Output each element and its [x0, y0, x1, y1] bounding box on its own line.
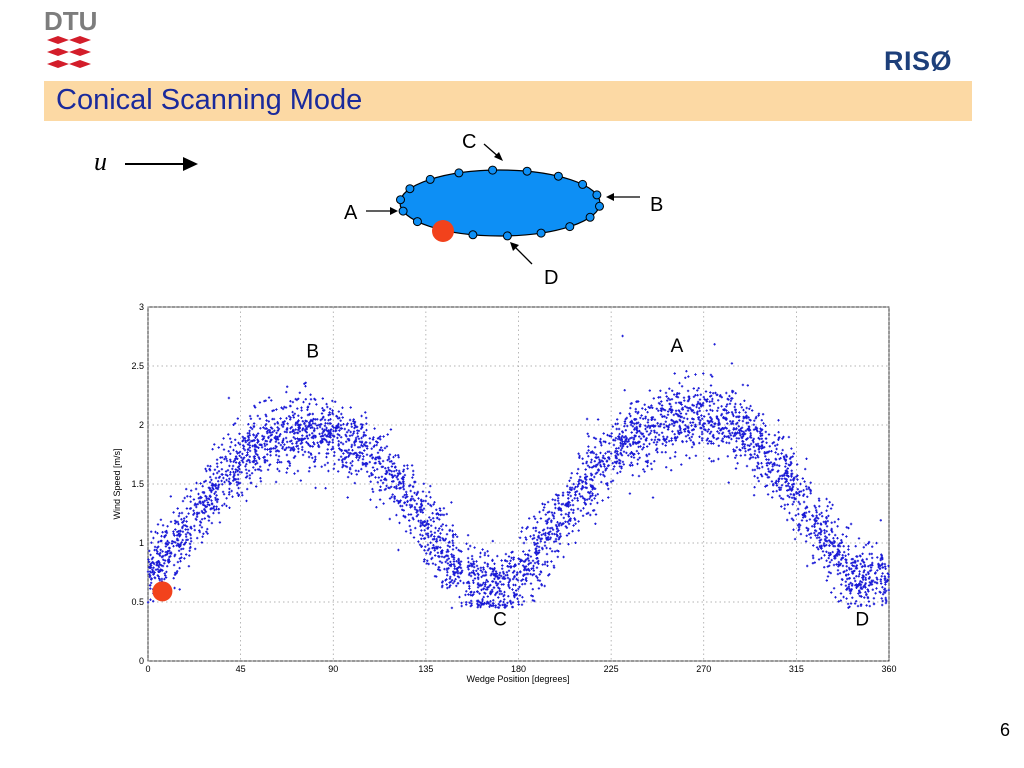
y-tick-label: 1: [139, 538, 144, 548]
scan-point-dot: [454, 168, 464, 178]
x-tick-label: 90: [328, 664, 338, 674]
scan-point-dot: [468, 230, 478, 240]
x-tick-label: 0: [145, 664, 150, 674]
chart-annotations: B A C D: [306, 336, 869, 631]
x-tick-label: 315: [789, 664, 804, 674]
arrow-d-head: [510, 242, 519, 251]
slide-title: Conical Scanning Mode: [56, 84, 363, 116]
annotation-a: A: [671, 336, 684, 357]
x-tick-label: 270: [696, 664, 711, 674]
chart-position-marker: [152, 581, 173, 602]
arrow-c-head: [494, 152, 503, 161]
dtu-logo: DTU: [44, 6, 97, 78]
scan-point-dot: [412, 217, 422, 227]
y-tick-label: 2: [139, 420, 144, 430]
x-tick-label: 360: [881, 664, 896, 674]
y-tick-label: 0: [139, 656, 144, 666]
dtu-logo-text: DTU: [44, 6, 96, 36]
scan-point-dots: [396, 165, 604, 241]
scan-diagram: u C B A D: [94, 131, 663, 289]
scatter-points: [146, 334, 890, 610]
scan-point-dot: [405, 184, 415, 194]
data-points: [146, 334, 890, 610]
y-axis-label: Wind Speed [m/s]: [112, 448, 122, 519]
scan-point-dot: [536, 228, 546, 238]
dtu-logo-icon: DTU: [44, 6, 97, 68]
y-tick-label: 2.5: [131, 361, 144, 371]
annotation-d: D: [855, 610, 869, 631]
y-tick-label: 3: [139, 302, 144, 312]
scan-point-dot: [553, 171, 563, 181]
wind-speed-scatter-chart: 0 45 90 135 180 225 270 315 360 0 0.5 1 1.5 2 2.5 3 B A C…: [112, 302, 897, 684]
label-a: A: [344, 202, 358, 224]
scan-point-dot: [488, 165, 498, 175]
flow-arrow-head: [183, 157, 198, 171]
flow-symbol: u: [94, 147, 107, 176]
axis-ticks: 0 45 90 135 180 225 270 315 360 0 0.5 1 1.5 2 2.5 3: [131, 302, 896, 674]
y-tick-label: 0.5: [131, 597, 144, 607]
arrow-a-head: [390, 207, 398, 215]
scan-point-dot: [592, 190, 602, 200]
riso-logo: RISØ: [884, 46, 953, 76]
label-b: B: [650, 194, 663, 216]
scan-point-dot: [585, 212, 595, 222]
arrow-d: [513, 245, 533, 265]
scan-point-dot: [425, 174, 435, 184]
scan-point-dot: [396, 195, 405, 205]
scan-point-dot: [522, 166, 532, 176]
scan-point-dot: [398, 206, 408, 216]
scan-point-dot: [578, 179, 588, 189]
x-tick-label: 135: [418, 664, 433, 674]
x-axis-label: Wedge Position [degrees]: [467, 674, 570, 684]
scan-point-dot: [565, 222, 575, 232]
annotation-b: B: [306, 342, 319, 363]
label-c: C: [462, 131, 476, 153]
y-tick-label: 1.5: [131, 479, 144, 489]
title-bar: [44, 81, 972, 121]
x-tick-label: 225: [604, 664, 619, 674]
x-tick-label: 45: [236, 664, 246, 674]
scan-point-dot: [502, 231, 512, 241]
page-number: 6: [1000, 720, 1011, 740]
arrow-b-head: [606, 193, 614, 201]
label-d: D: [544, 267, 558, 289]
scan-point-dot: [595, 201, 604, 211]
annotation-c: C: [493, 610, 507, 631]
x-tick-label: 180: [511, 664, 526, 674]
current-position-marker: [432, 220, 454, 242]
